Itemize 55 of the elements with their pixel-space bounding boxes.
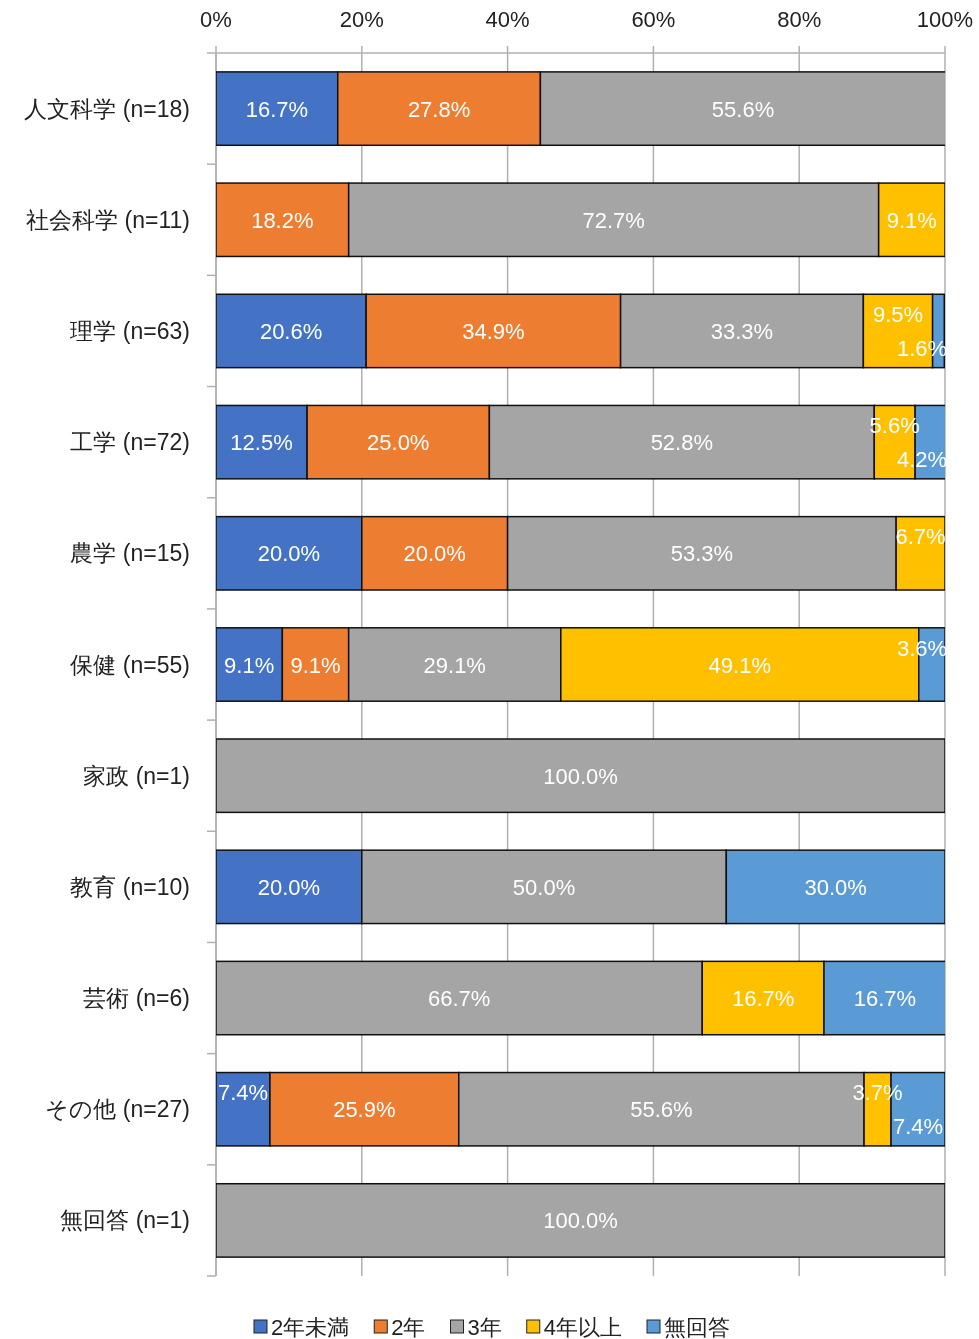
y-tick-label: 保健 (n=55) xyxy=(70,651,190,678)
data-label: 55.6% xyxy=(630,1097,693,1123)
data-label: 50.0% xyxy=(512,874,576,900)
legend-label: 無回答 xyxy=(664,1315,730,1339)
data-label: 29.1% xyxy=(423,652,486,678)
data-label: 7.4% xyxy=(892,1114,944,1140)
data-label: 9.1% xyxy=(290,652,341,678)
data-label: 7.4% xyxy=(217,1080,269,1106)
y-tick-label: 芸術 (n=6) xyxy=(83,985,190,1012)
legend-label: 2年未満 xyxy=(271,1315,350,1339)
x-tick-label: 80% xyxy=(777,7,822,32)
data-label: 27.8% xyxy=(407,96,471,122)
x-tick-label: 0% xyxy=(200,7,232,32)
data-label: 25.0% xyxy=(367,430,430,456)
data-label: 9.5% xyxy=(872,301,924,327)
data-label: 66.7% xyxy=(427,986,491,1012)
x-tick-label: 100% xyxy=(916,7,974,32)
y-tick-label: 工学 (n=72) xyxy=(70,429,190,456)
data-label: 9.1% xyxy=(886,207,937,233)
data-label: 3.6% xyxy=(896,635,948,661)
y-tick-label: その他 (n=27) xyxy=(45,1096,190,1123)
data-label: 52.8% xyxy=(650,430,714,456)
x-tick-label: 40% xyxy=(485,7,530,32)
data-label: 30.0% xyxy=(804,874,867,900)
data-label: 55.6% xyxy=(711,96,775,122)
data-label: 18.2% xyxy=(251,207,314,233)
y-tick-label: 人文科学 (n=18) xyxy=(24,95,190,122)
data-label: 100.0% xyxy=(543,763,618,789)
data-label: 34.9% xyxy=(462,318,525,344)
data-label: 53.3% xyxy=(670,541,734,567)
data-label: 33.3% xyxy=(710,318,774,344)
y-tick-label: 理学 (n=63) xyxy=(70,317,190,344)
x-tick-label: 60% xyxy=(631,7,676,32)
data-label: 16.7% xyxy=(853,986,917,1012)
data-label: 12.5% xyxy=(230,430,293,456)
legend-label: 4年以上 xyxy=(543,1315,622,1339)
data-label: 25.9% xyxy=(333,1097,396,1123)
data-label: 49.1% xyxy=(708,652,771,678)
y-tick-label: 農学 (n=15) xyxy=(70,540,190,567)
data-label: 20.6% xyxy=(259,318,323,344)
legend-label: 2年 xyxy=(391,1315,426,1339)
data-label: 16.7% xyxy=(731,986,795,1012)
data-label: 20.0% xyxy=(257,874,321,900)
x-tick-label: 20% xyxy=(339,7,384,32)
data-label: 20.0% xyxy=(403,541,466,567)
text: 3年 xyxy=(467,1315,502,1339)
data-label: 20.0% xyxy=(257,541,321,567)
data-label: 72.7% xyxy=(582,207,645,233)
data-label: 16.7% xyxy=(245,96,309,122)
y-tick-label: 家政 (n=1) xyxy=(83,762,190,789)
y-tick-label: 無回答 (n=1) xyxy=(60,1207,190,1234)
data-label: 100.0% xyxy=(543,1208,618,1234)
y-tick-label: 教育 (n=10) xyxy=(70,873,190,900)
data-label: 9.1% xyxy=(224,652,275,678)
y-tick-label: 社会科学 (n=11) xyxy=(26,206,190,233)
